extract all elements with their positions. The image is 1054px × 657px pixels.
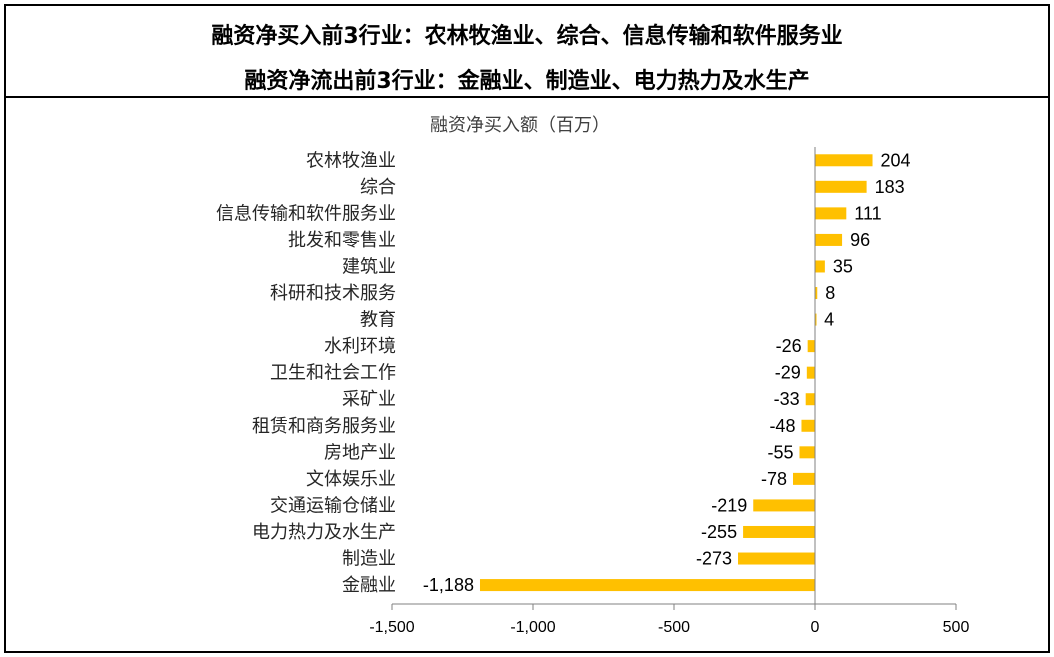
value-label: 111 — [854, 203, 881, 223]
bar — [815, 180, 867, 193]
category-label: 批发和零售业 — [288, 230, 396, 251]
value-label: 4 — [824, 310, 834, 330]
bar — [801, 419, 815, 432]
value-label: 8 — [825, 283, 835, 303]
value-label: -219 — [711, 495, 747, 515]
bar — [805, 393, 815, 406]
value-label: -55 — [767, 442, 793, 462]
value-label: -1,188 — [423, 575, 474, 595]
category-label: 信息传输和软件服务业 — [216, 203, 396, 224]
x-tick-label: -1,000 — [510, 619, 555, 636]
bar — [799, 446, 815, 459]
category-label: 金融业 — [342, 575, 396, 596]
bar — [815, 207, 847, 220]
value-label: -33 — [774, 389, 800, 409]
bar — [479, 579, 815, 592]
bar — [815, 260, 825, 273]
bar — [738, 552, 815, 565]
x-tick-label: -1,500 — [369, 619, 414, 636]
header-line-top-buyers: 融资净买入前3行业：农林牧渔业、综合、信息传输和软件服务业 — [211, 24, 843, 49]
category-label: 综合 — [360, 177, 396, 198]
x-axis: -1,500 -1,000 -500 0 500 — [369, 147, 969, 636]
bar — [815, 154, 873, 167]
value-label: -48 — [769, 416, 795, 436]
bar — [743, 525, 815, 538]
category-label: 水利环境 — [324, 336, 396, 357]
bar — [806, 366, 815, 379]
category-label: 文体娱乐业 — [306, 469, 396, 490]
bar — [815, 313, 817, 326]
chart-frame: 融资净买入前3行业：农林牧渔业、综合、信息传输和软件服务业 融资净流出前3行业：… — [4, 4, 1050, 653]
value-label: 204 — [881, 150, 911, 170]
bar — [793, 472, 815, 485]
value-label: 96 — [850, 230, 870, 250]
value-label: -29 — [775, 363, 801, 383]
chart-header: 融资净买入前3行业：农林牧渔业、综合、信息传输和软件服务业 融资净流出前3行业：… — [6, 6, 1048, 98]
bar — [815, 233, 843, 246]
bar — [753, 499, 815, 512]
category-label: 农林牧渔业 — [306, 150, 396, 171]
value-label: 35 — [833, 256, 853, 276]
bars-layer: 农林牧渔业 204 综合 183 信息传输和软件服务业 111 批发和零售业 96 建筑业 35 科… — [216, 150, 911, 596]
x-tick-label: 0 — [811, 619, 820, 636]
chart-title: 融资净买入额（百万） — [430, 115, 610, 136]
category-label: 制造业 — [342, 549, 396, 570]
value-label: -273 — [696, 549, 732, 569]
category-label: 建筑业 — [342, 256, 396, 277]
category-label: 电力热力及水生产 — [252, 522, 396, 543]
value-label: -255 — [701, 522, 737, 542]
category-label: 交通运输仓储业 — [270, 495, 396, 516]
x-tick-label: -500 — [658, 619, 690, 636]
header-line-top-outflows: 融资净流出前3行业：金融业、制造业、电力热力及水生产 — [244, 69, 810, 94]
value-label: 183 — [875, 177, 905, 197]
bar — [807, 340, 815, 353]
category-label: 教育 — [360, 310, 396, 331]
category-label: 科研和技术服务 — [270, 283, 396, 304]
bar-chart: 融资净买入额（百万） 农林牧渔业 204 综合 183 信息传输和软件服务业 111 批发和… — [216, 115, 969, 636]
category-label: 采矿业 — [342, 389, 396, 410]
category-label: 房地产业 — [324, 442, 396, 463]
bar — [815, 287, 818, 300]
x-tick-label: 500 — [943, 619, 970, 636]
category-label: 卫生和社会工作 — [270, 363, 396, 384]
category-label: 租赁和商务服务业 — [252, 416, 396, 437]
value-label: -26 — [776, 336, 802, 356]
value-label: -78 — [761, 469, 787, 489]
